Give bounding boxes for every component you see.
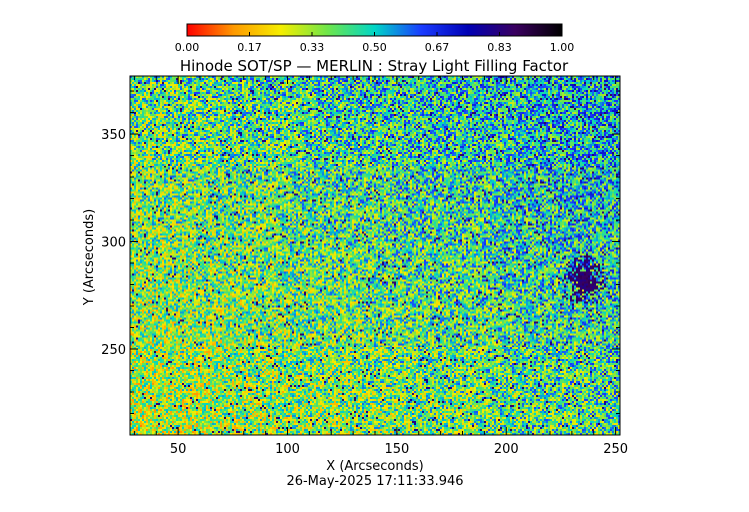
colorbar-tick-label: 0.50 [362,41,387,54]
y-axis-label: Y (Arcseconds) [82,209,97,306]
colorbar-tick-label: 0.17 [237,41,262,54]
x-tick-label: 100 [275,442,300,457]
y-tick-label: 350 [101,128,126,143]
x-axis-label: X (Arcseconds) [326,459,423,474]
heatmap-image [130,76,620,435]
x-axis: 50 100 150 200 250 [133,76,628,457]
x-tick-label: 50 [170,442,187,457]
colorbar: 0.00 0.17 0.33 0.50 0.67 0.83 1.00 [175,23,575,54]
y-axis: 250 300 350 [101,90,620,415]
y-tick-label: 250 [101,343,126,358]
chart-title: Hinode SOT/SP — MERLIN : Stray Light Fil… [180,57,569,75]
colorbar-ticks: 0.00 0.17 0.33 0.50 0.67 0.83 1.00 [175,32,575,54]
colorbar-tick-label: 1.00 [550,41,575,54]
x-tick-label: 250 [603,442,628,457]
y-tick-label: 300 [101,236,126,251]
colorbar-tick-label: 0.67 [425,41,450,54]
x-tick-label: 200 [494,442,519,457]
colorbar-tick-label: 0.00 [175,41,200,54]
x-tick-label: 150 [384,442,409,457]
timestamp: 26-May-2025 17:11:33.946 [286,474,463,489]
colorbar-tick-label: 0.83 [487,41,512,54]
colorbar-tick-label: 0.33 [300,41,325,54]
